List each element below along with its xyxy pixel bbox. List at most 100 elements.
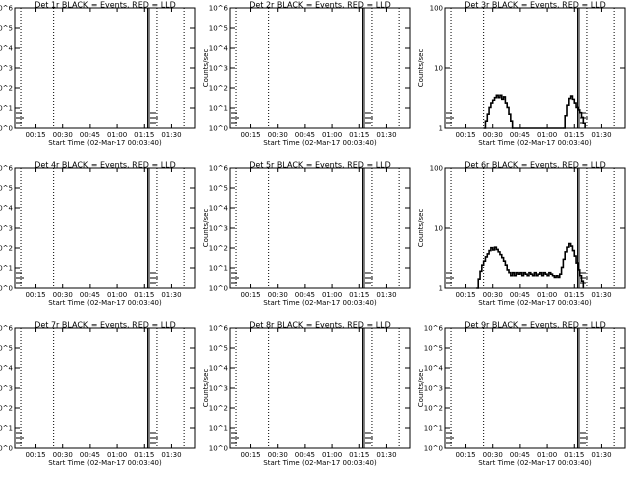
y-tick-label: 10^5 [424,345,443,353]
y-tick-label: 10^1 [424,425,443,433]
x-tick-label: 01:00 [107,451,127,459]
bracket-marker [231,432,239,444]
x-tick-label: 01:30 [591,451,611,459]
x-tick-label: 01:30 [376,131,396,139]
x-tick-label: 01:15 [134,291,154,299]
plot-frame [14,7,196,129]
x-tick-label: 01:00 [322,291,342,299]
x-tick-label: 00:30 [53,451,73,459]
y-axis-label: Counts/sec [202,49,210,88]
panel-9: Det 9r BLACK = Events, RED = LLD 10^0 10^1… [417,321,626,467]
plot-frame [229,327,411,449]
x-tick-label: 00:15 [25,451,45,459]
x-tick-label: 01:00 [537,131,557,139]
panel-title: Det 8r BLACK = Events, RED = LLD [249,321,391,330]
x-axis-label: Start Time (02-Mar-17 00:03:40) [263,299,377,307]
y-tick-label: 10^6 [209,165,229,173]
y-axis-label-group: Counts/sec [202,49,210,88]
x-axis-label: Start Time (02-Mar-17 00:03:40) [48,459,162,467]
bracket-marker [16,432,24,444]
y-tick-label: 10^5 [209,345,228,353]
y-tick-label: 10 [434,65,443,73]
x-tick-label: 00:30 [483,291,503,299]
y-tick-label: 10^5 [209,185,228,193]
y-tick-label: 10^5 [209,25,228,33]
plot-frame [229,7,411,129]
y-tick-label: 10^0 [0,125,13,133]
bracket-marker [579,432,588,444]
y-tick-label: 10^1 [0,425,13,433]
x-axis-label: Start Time (02-Mar-17 00:03:40) [263,459,377,467]
y-tick-label: 10^1 [0,105,13,113]
x-axis-label: Start Time (02-Mar-17 00:03:40) [478,299,592,307]
bracket-marker [231,272,239,284]
panel-title: Det 6r BLACK = Events, RED = LLD [464,161,606,170]
y-tick-label: 10^3 [209,65,228,73]
y-tick-label: 10^6 [0,5,14,13]
x-tick-label: 00:45 [510,291,530,299]
y-tick-label: 10^6 [424,325,444,333]
bracket-marker [149,112,158,124]
y-tick-label: 10^4 [0,45,14,53]
x-tick-label: 01:15 [564,451,584,459]
y-axis-label-group: Counts/sec [202,209,210,248]
events-series-line [476,242,585,289]
y-axis-label-group: Counts/sec [202,369,210,408]
y-axis-label-group: Counts/sec [417,209,425,248]
x-tick-label: 01:30 [161,291,181,299]
x-tick-label: 01:30 [376,451,396,459]
x-axis-label: Start Time (02-Mar-17 00:03:40) [263,139,377,147]
x-tick-label: 01:00 [537,291,557,299]
y-tick-label: 10^4 [209,365,229,373]
x-tick-label: 01:15 [134,131,154,139]
y-tick-label: 10^2 [209,245,228,253]
bracket-marker [446,432,454,444]
panel-2: Det 2r BLACK = Events, RED = LLD 10^0 10^1… [202,1,411,147]
y-tick-label: 10^1 [0,265,13,273]
y-tick-label: 10^2 [0,405,13,413]
y-tick-label: 10^2 [0,245,13,253]
x-tick-label: 00:15 [455,291,475,299]
y-axis-label-group: Counts/sec [417,49,425,88]
bracket-marker [446,272,454,284]
bracket-marker [231,112,239,124]
x-tick-label: 00:30 [268,291,288,299]
bracket-marker [16,272,24,284]
x-tick-label: 01:00 [322,131,342,139]
x-tick-label: 01:30 [591,291,611,299]
x-tick-label: 01:30 [161,131,181,139]
y-tick-label: 10^6 [209,5,229,13]
x-tick-label: 01:30 [376,291,396,299]
bracket-marker [446,112,454,124]
x-tick-label: 00:15 [240,131,260,139]
x-tick-label: 00:30 [268,131,288,139]
panel-title: Det 3r BLACK = Events, RED = LLD [464,1,606,10]
y-tick-label: 10^4 [209,45,229,53]
x-tick-label: 01:00 [107,291,127,299]
y-tick-label: 1 [439,285,443,293]
x-tick-label: 01:15 [564,131,584,139]
panel-title: Det 2r BLACK = Events, RED = LLD [249,1,391,10]
plot-frame [229,167,411,289]
x-tick-label: 00:45 [80,451,100,459]
y-tick-label: 10^2 [209,405,228,413]
y-tick-label: 10^4 [0,365,14,373]
y-tick-label: 10^3 [0,385,13,393]
y-tick-label: 10^5 [0,345,13,353]
bracket-marker [149,432,158,444]
y-tick-label: 10^4 [0,205,14,213]
x-axis-label: Start Time (02-Mar-17 00:03:40) [48,139,162,147]
x-tick-label: 00:45 [295,451,315,459]
bracket-marker [364,432,373,444]
x-tick-label: 01:15 [349,131,369,139]
panel-6: Det 6r BLACK = Events, RED = LLD 1 10 100 00… [417,161,626,307]
y-tick-label: 10^1 [209,105,228,113]
y-tick-label: 10^4 [424,365,444,373]
x-tick-label: 01:30 [161,451,181,459]
plot-frame [444,327,626,449]
x-tick-label: 00:15 [25,131,45,139]
x-tick-label: 00:15 [455,131,475,139]
plot-frame [444,7,626,129]
x-tick-label: 00:30 [268,451,288,459]
y-axis-label-group: Counts/sec [417,369,425,408]
